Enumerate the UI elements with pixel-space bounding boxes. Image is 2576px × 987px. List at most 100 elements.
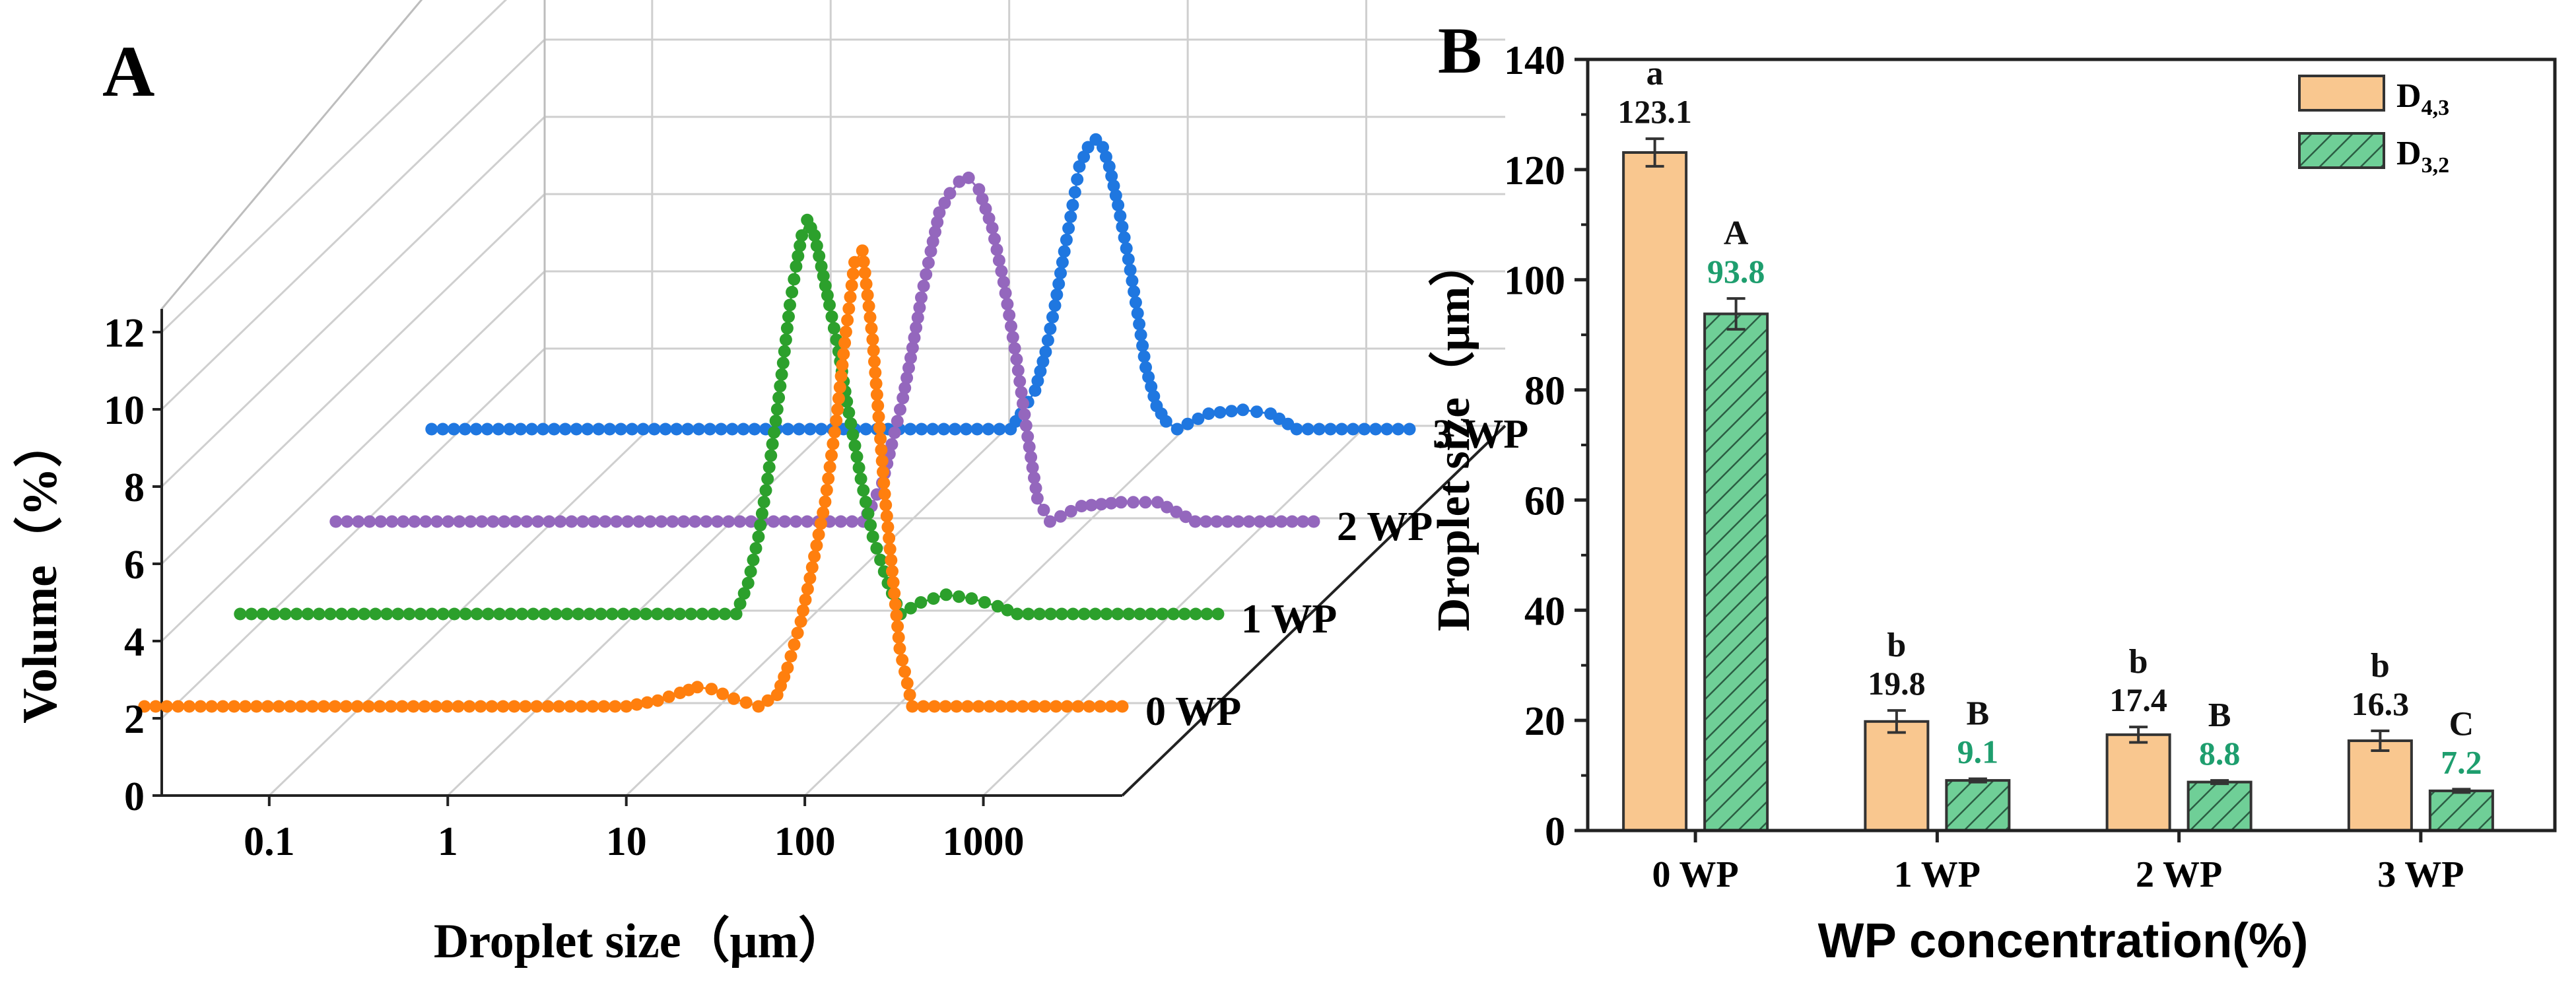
series-point: [530, 700, 543, 713]
series-point: [358, 607, 371, 621]
panel-a-y-ticks: 0 2 4 6 8 10 12: [104, 311, 162, 819]
series-point: [737, 587, 751, 600]
series-point: [1232, 515, 1245, 528]
series-point: [982, 212, 996, 225]
panel-a-axes: [160, 308, 1507, 797]
series-point: [1062, 222, 1075, 235]
series-point: [436, 423, 450, 436]
series-point: [705, 683, 718, 696]
legend-swatch-d43: [2298, 75, 2385, 112]
x-tick-label: 0 WP: [1652, 854, 1739, 895]
series-point: [436, 607, 450, 621]
series-point: [728, 692, 740, 705]
series-point: [306, 700, 319, 713]
bar-value-label: 8.8: [2199, 735, 2241, 772]
series-point: [1071, 700, 1085, 713]
series-point: [1015, 386, 1028, 399]
series-point: [766, 438, 779, 451]
series-point: [351, 700, 364, 713]
series-point: [1036, 355, 1050, 368]
series-point: [922, 256, 935, 269]
series-point: [827, 437, 840, 450]
series-point: [414, 607, 427, 621]
series-point: [1005, 700, 1019, 713]
series-point: [1111, 607, 1124, 621]
series-point: [294, 700, 308, 713]
series-point: [559, 423, 572, 436]
series-point: [430, 515, 444, 528]
series-point: [1221, 515, 1234, 528]
series-point: [1006, 331, 1019, 344]
series-point: [938, 196, 951, 209]
series-point: [991, 599, 1004, 613]
bar-group-3-1: 7.2C: [2428, 705, 2494, 832]
series-point: [908, 331, 921, 344]
series-point: [722, 515, 735, 528]
series-point: [397, 515, 410, 528]
series-point: [962, 171, 975, 184]
series-point: [1188, 515, 1202, 528]
series-point: [681, 423, 695, 436]
series-point: [1044, 515, 1056, 528]
series-point: [1044, 322, 1057, 335]
series-point: [970, 423, 984, 436]
series-point: [878, 487, 891, 500]
series-point: [917, 700, 930, 713]
side-wall-gridline: [160, 116, 546, 488]
series-point: [1031, 374, 1044, 388]
series-point: [888, 587, 901, 600]
series-point: [1068, 186, 1081, 199]
legend-label-d32: D3,2: [2396, 135, 2449, 178]
series-point: [1118, 231, 1131, 244]
series-point: [655, 515, 668, 528]
bar-value-label: 17.4: [2109, 681, 2167, 718]
series-point: [1095, 498, 1108, 511]
series-point: [1028, 471, 1040, 485]
series-point: [834, 515, 848, 528]
series-point: [933, 206, 946, 219]
series-point: [565, 515, 578, 528]
series-point: [784, 298, 796, 312]
series-point: [498, 515, 511, 528]
y-tick-label: 8: [124, 465, 145, 510]
series-point: [1083, 700, 1096, 713]
series-point: [621, 515, 634, 528]
series-point: [846, 267, 860, 281]
series-point: [474, 700, 487, 713]
series-point: [792, 423, 805, 436]
series-point: [553, 700, 566, 713]
x-tick-label: 2 WP: [2136, 854, 2222, 895]
series-point: [369, 607, 382, 621]
series-point: [1003, 308, 1016, 322]
series-point: [1038, 700, 1052, 713]
series-point: [763, 461, 776, 474]
series-point: [691, 681, 704, 694]
series-point: [1044, 607, 1057, 621]
series-point: [883, 543, 897, 556]
series-point: [937, 423, 951, 436]
y-tick-label: 10: [104, 388, 145, 433]
series-point: [917, 279, 930, 292]
series-point: [1056, 255, 1069, 269]
series-point: [812, 528, 825, 541]
series-point: [910, 321, 923, 334]
series-point: [729, 607, 743, 621]
series-point: [819, 495, 832, 508]
series-point: [673, 607, 687, 621]
x-tick-label: 1000: [943, 819, 1025, 864]
series-point: [1029, 384, 1042, 397]
series-point: [778, 515, 792, 528]
series-point: [872, 410, 885, 423]
series-point: [418, 700, 431, 713]
series-point: [788, 273, 801, 286]
series-point: [1335, 423, 1348, 436]
series-point: [632, 515, 646, 528]
series-point: [741, 576, 755, 590]
series-point: [531, 515, 545, 528]
series-point: [1139, 360, 1152, 374]
series-point: [943, 187, 957, 200]
series-point: [516, 607, 529, 621]
series-point: [395, 700, 409, 713]
series-point: [1242, 515, 1256, 528]
series-point: [775, 368, 788, 381]
